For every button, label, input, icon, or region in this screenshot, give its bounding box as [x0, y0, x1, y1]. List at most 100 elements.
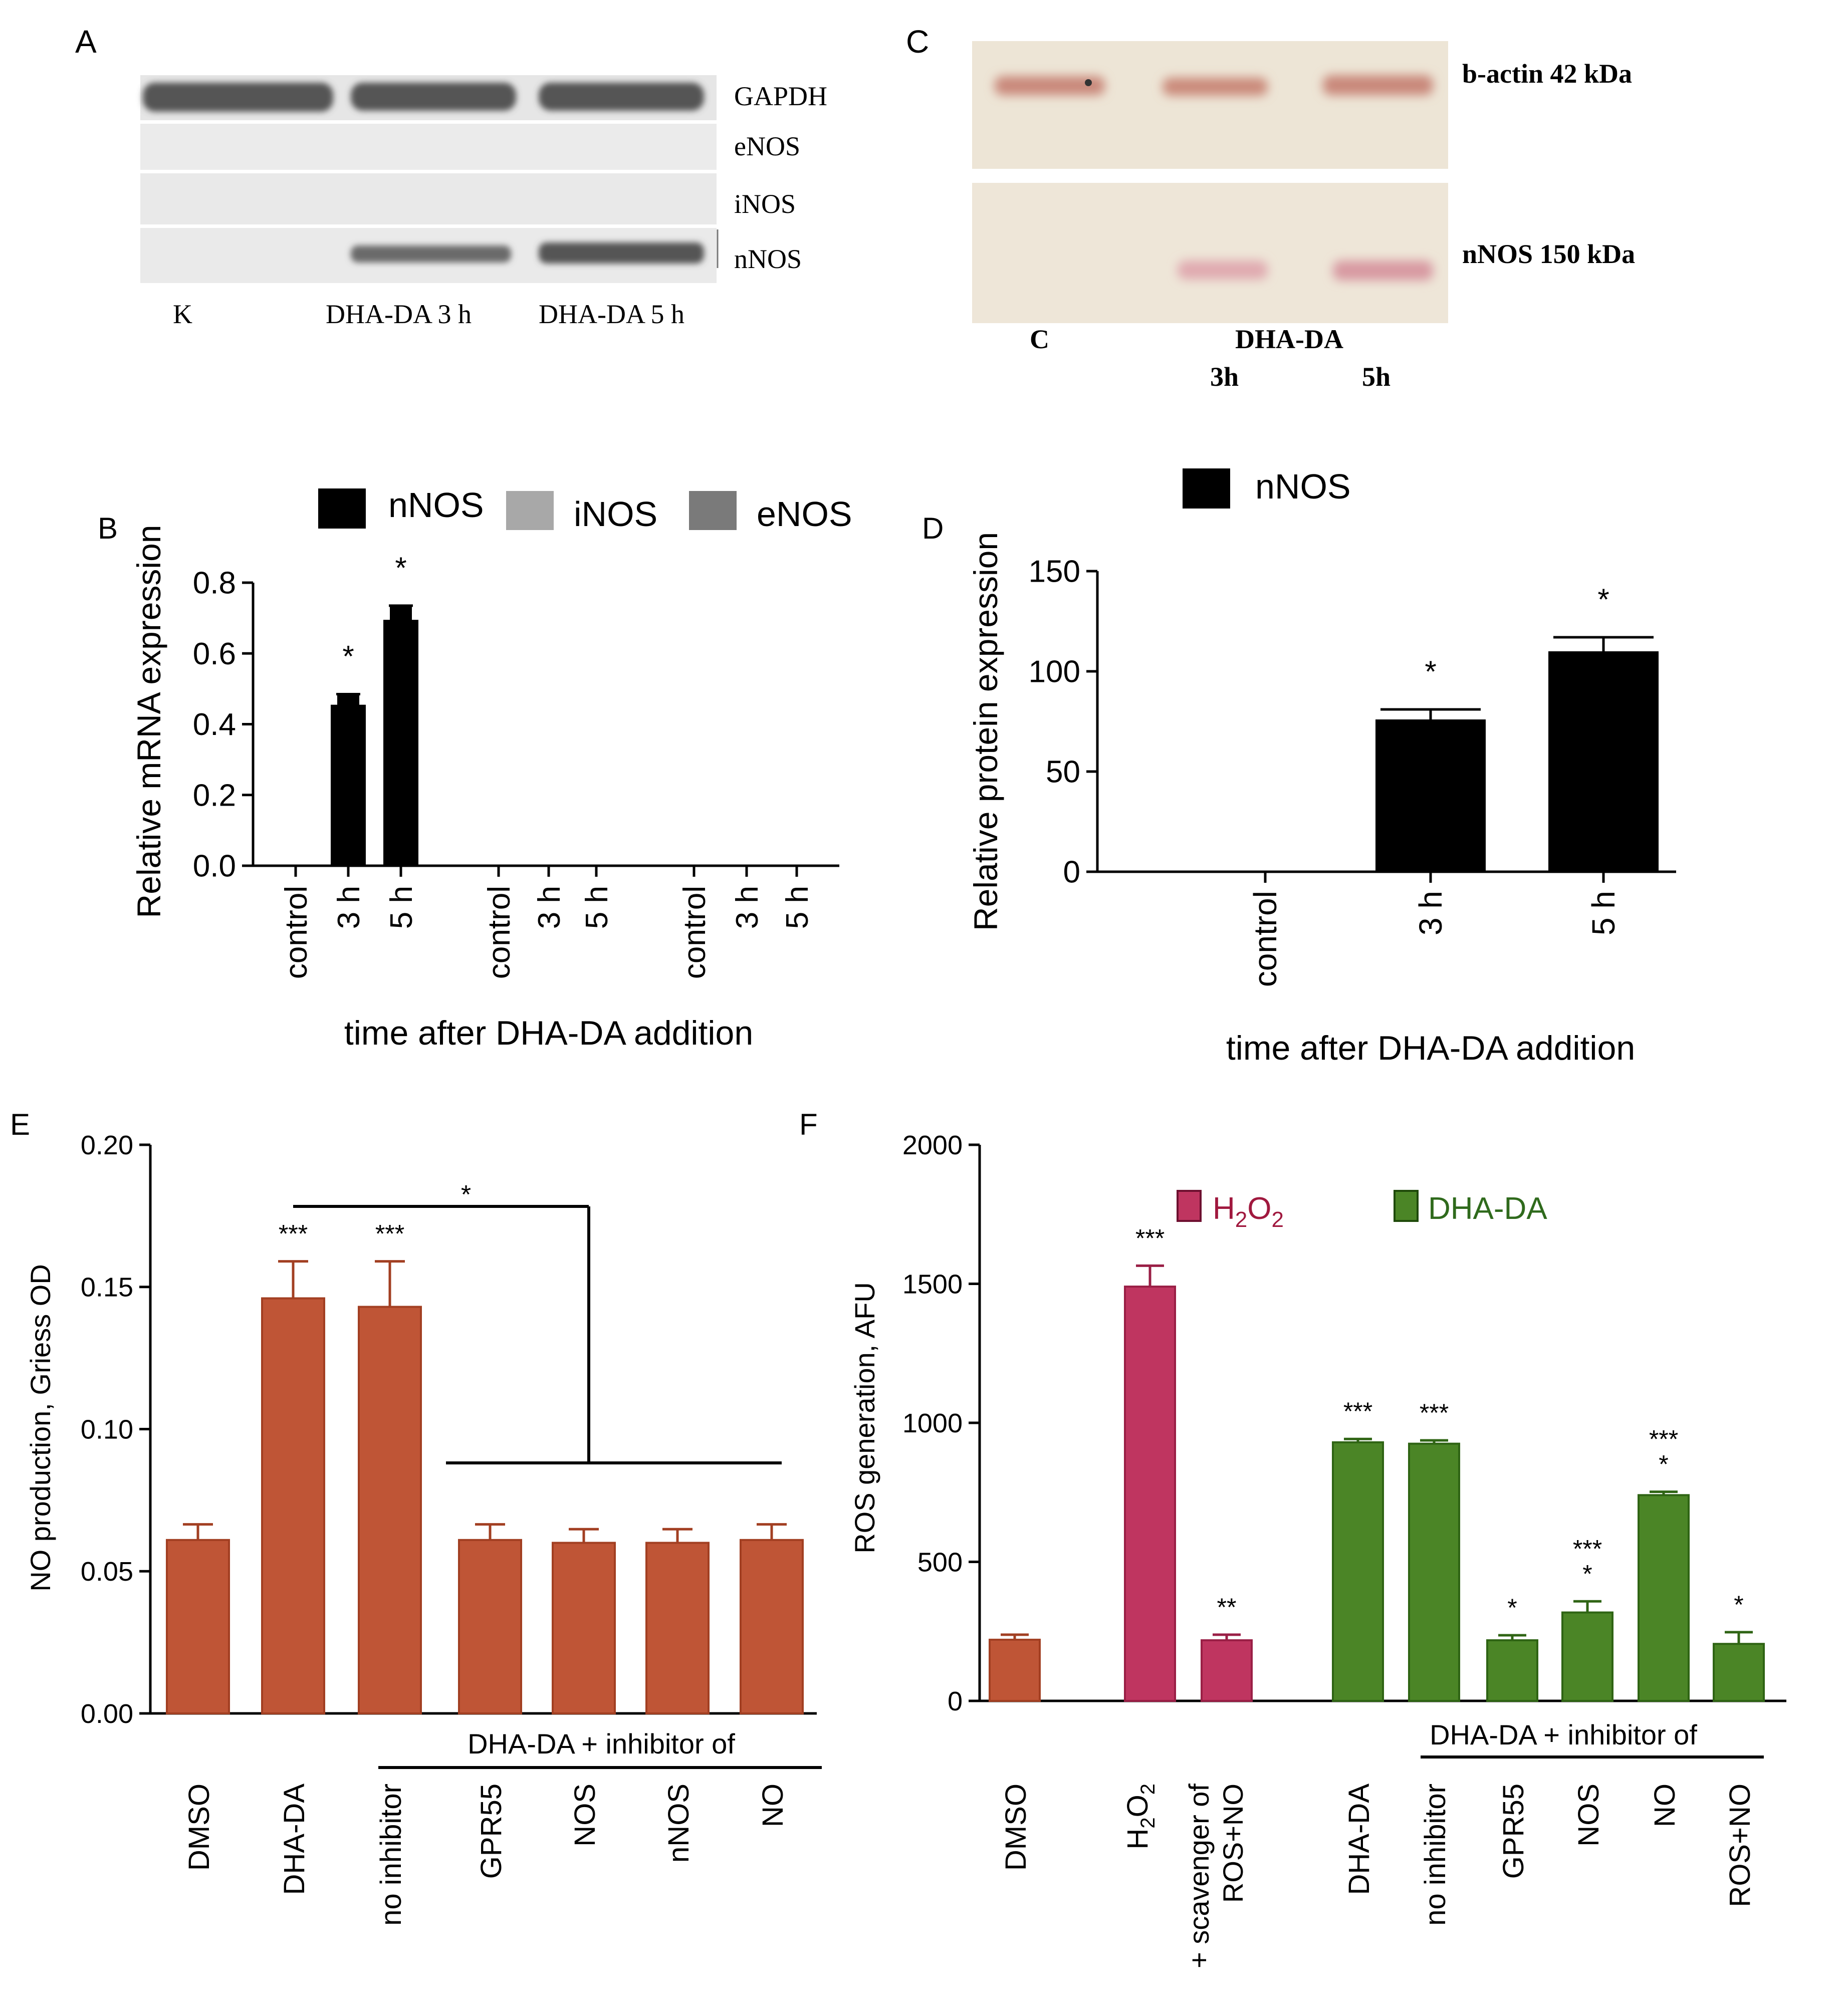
axes-e: 0.00 0.05 0.10 0.15 0.20 DMSO DHA-DA no inhibit…: [81, 1130, 817, 1926]
blot-a-lane-label-5h: DHA-DA 5 h: [539, 299, 684, 329]
panel-b: B nNOS iNOS eNOS Relative mRNA expressio…: [98, 485, 852, 1052]
bar-f-8: [1713, 1643, 1765, 1702]
bar-e-nNOS: [645, 1542, 710, 1714]
significance-e: ***: [279, 1220, 308, 1248]
xtick-label-d: 3 h: [1413, 891, 1449, 935]
bars-b: **: [331, 551, 418, 866]
blot-c-row-label-nnos: nNOS 150 kDa: [1462, 239, 1635, 269]
legend-f-h2o2-o: O: [1247, 1191, 1271, 1226]
panel-label-f: F: [799, 1108, 818, 1141]
bar-b-nNOS-5h: [383, 620, 418, 866]
blot-a-band-gapdh-k: [143, 83, 333, 112]
e-y-tick-label: 0.15: [81, 1273, 133, 1303]
f-y-tick-label: 2000: [902, 1130, 963, 1160]
xtick-label-e: DHA-DA: [278, 1784, 311, 1895]
bar-f-2: [1201, 1639, 1253, 1702]
group-label-e: DHA-DA + inhibitor of: [468, 1728, 735, 1760]
ylabel-f: ROS generation, AFU: [849, 1282, 880, 1554]
significance-f: *: [1734, 1591, 1743, 1619]
xtick-label-f: no inhibitor: [1419, 1784, 1452, 1926]
xtick-label-f: NO: [1649, 1784, 1681, 1827]
legend-f-dhada-label: DHA-DA: [1428, 1191, 1547, 1226]
xlabel-d: time after DHA-DA addition: [1226, 1029, 1635, 1067]
bar-e-NO: [740, 1539, 804, 1714]
panel-a: A GAPDH eNOS iNOS nNOS K DHA-DA 3 h DHA-…: [75, 24, 827, 329]
xtick-label-e: GPR55: [475, 1784, 508, 1879]
blot-c-band-actin-c: [995, 76, 1105, 95]
panel-label-e: E: [10, 1108, 30, 1141]
blot-c-lane-label-c: C: [1030, 324, 1049, 354]
xlabel-b: time after DHA-DA addition: [344, 1014, 753, 1052]
xtick-label-b: 5 h: [780, 886, 815, 929]
bar-f-6: [1561, 1611, 1613, 1702]
legend-b-enos-label: eNOS: [757, 494, 852, 534]
bar-f-4: [1408, 1442, 1460, 1702]
panel-e: E NO production, Griess OD 0.000.050.100…: [10, 1108, 822, 1926]
e-y-tick-label: 0.00: [81, 1699, 133, 1729]
legend-b-nnos-label: nNOS: [388, 485, 484, 525]
xtick-label-f: NOS: [1572, 1784, 1605, 1847]
xtick-label-f: ROS+NO: [1724, 1784, 1756, 1907]
d-y-tick-label: 0: [1063, 855, 1080, 890]
panel-label-a: A: [75, 24, 97, 60]
blot-a-row-label-enos: eNOS: [734, 131, 800, 161]
bar-f-3: [1332, 1441, 1384, 1702]
blot-c-band-actin-3h: [1163, 78, 1268, 96]
b-y-tick-label: 0.2: [193, 778, 236, 813]
blot-a-band-nnos-3h: [351, 245, 511, 263]
significance-f: **: [1217, 1593, 1237, 1621]
xtick-label-b: 5 h: [580, 886, 614, 929]
xtick-label-b: control: [482, 886, 517, 979]
ylabel-b: Relative mRNA expression: [130, 525, 167, 918]
bars-d: **: [1375, 583, 1659, 872]
legend-b-inos-label: iNOS: [574, 494, 657, 534]
significance-d: *: [1597, 583, 1609, 616]
significance-f: *: [1659, 1450, 1668, 1478]
axes-f: 0 500 1000 1500 2000 DMSO DHA-DA no inhibitor GP…: [902, 1130, 1786, 1926]
xtick-label-e: NO: [757, 1784, 789, 1827]
legend-f-h2o2-sub2: 2: [1272, 1207, 1284, 1232]
blot-c-lane-label-5h: 5h: [1362, 362, 1391, 392]
significance-f: *: [1507, 1594, 1517, 1622]
group-label-f: DHA-DA + inhibitor of: [1430, 1719, 1697, 1750]
panel-d: D nNOS Relative protein expression time …: [922, 467, 1676, 1067]
bar-d-3h: [1375, 719, 1486, 872]
xtick-label-b: 3 h: [332, 886, 366, 929]
ylabel-e: NO production, Griess OD: [25, 1264, 56, 1592]
d-y-tick-label: 50: [1046, 755, 1080, 790]
blot-a-row-label-inos: iNOS: [734, 189, 796, 219]
xtick-label-b: 5 h: [384, 886, 419, 929]
xtick-label-b: control: [677, 886, 712, 979]
legend-b-inos-swatch: [506, 491, 554, 530]
xtick-f-h2o2-sub1: 2: [1137, 1817, 1159, 1828]
f-y-tick-label: 1500: [902, 1269, 963, 1299]
legend-f-h2o2-label: H2O2: [1213, 1191, 1284, 1232]
xtick-f-h2o2-h: H: [1121, 1829, 1154, 1850]
xtick-label-f: GPR55: [1497, 1784, 1530, 1879]
blot-c-row-label-actin: b-actin 42 kDa: [1462, 59, 1632, 89]
d-y-tick-label: 100: [1029, 655, 1080, 689]
significance-b: *: [342, 639, 354, 673]
xtick-label-b: control: [279, 886, 314, 979]
legend-f-h2o2-sub1: 2: [1235, 1207, 1247, 1232]
b-y-tick-label: 0.6: [193, 637, 236, 671]
legend-b-enos-swatch: [689, 491, 737, 530]
legend-f-h2o2-swatch: [1177, 1190, 1202, 1222]
significance-f: ***: [1343, 1397, 1372, 1425]
blot-a-lane-label-k: K: [173, 299, 192, 329]
xtick-f-h2o2: H2O2: [1121, 1784, 1159, 1850]
bars-e: *** ****: [166, 1180, 804, 1715]
e-y-tick-label: 0.05: [81, 1557, 133, 1587]
xtick-label-e: no inhibitor: [375, 1784, 407, 1926]
panel-f: F ROS generation, AFU H2O2 DHA-DA 050010…: [799, 1108, 1786, 1968]
bar-e-GPR55: [458, 1539, 522, 1714]
bar-f-7: [1638, 1494, 1690, 1702]
xtick-f-scavenger-line2: ROS+NO: [1217, 1784, 1249, 1903]
blot-a-row-inos-bg: [140, 173, 717, 224]
blot-c-lane-label-3h: 3h: [1210, 362, 1239, 392]
bar-e-no-inhibitor: [358, 1306, 422, 1715]
legend-d-nnos-swatch: [1183, 468, 1230, 509]
blot-c-band-actin-5h: [1323, 75, 1433, 95]
bracket-e-label: *: [461, 1180, 471, 1209]
